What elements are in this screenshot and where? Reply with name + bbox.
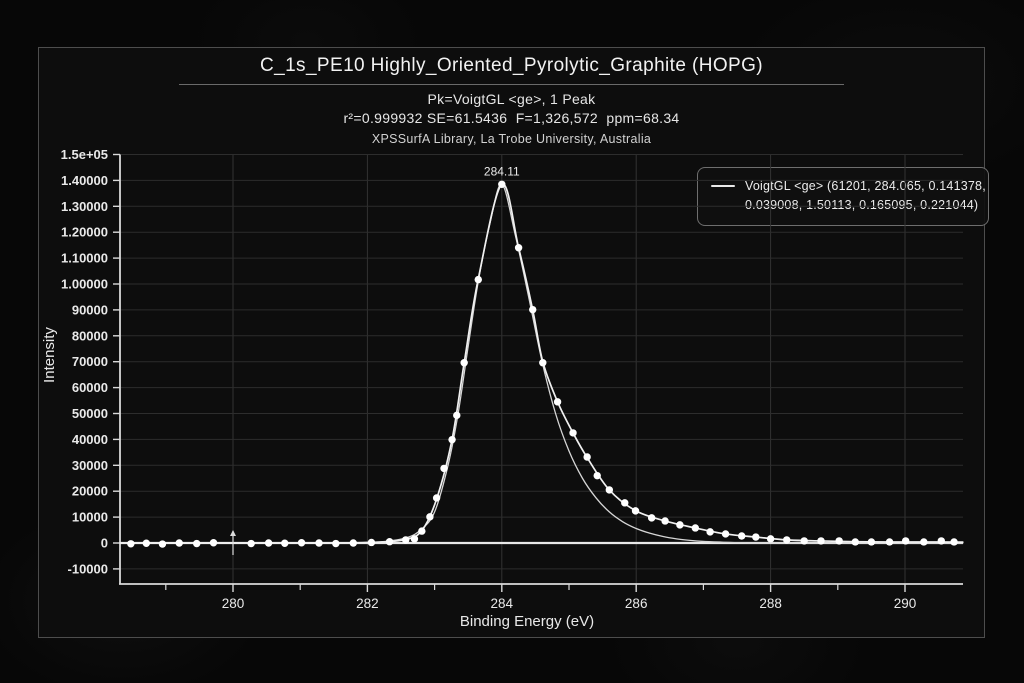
y-tick-label: 1.30000 <box>61 199 108 214</box>
data-point <box>264 539 273 547</box>
data-point <box>175 539 183 547</box>
y-tick-label: 0 <box>101 536 108 551</box>
data-point <box>367 538 376 547</box>
data-point <box>583 453 591 461</box>
data-point <box>661 517 669 525</box>
data-point <box>426 513 434 521</box>
data-point <box>901 537 910 545</box>
title-divider <box>179 84 844 85</box>
y-axis-title: Intensity <box>41 327 58 383</box>
data-point <box>885 538 894 546</box>
data-point <box>460 359 468 367</box>
y-tick-label: 30000 <box>72 458 108 473</box>
data-point <box>783 536 791 544</box>
y-tick-label: 80000 <box>72 328 108 343</box>
data-point <box>453 411 461 420</box>
data-point <box>817 537 825 545</box>
y-tick-label: -10000 <box>68 561 108 576</box>
x-tick-label: 290 <box>894 596 917 611</box>
library-credit-text: XPSSurfA Library, La Trobe University, A… <box>371 132 652 146</box>
data-point <box>752 533 760 541</box>
legend-label: VoigtGL <ge> (61201, 284.065, 0.141378, … <box>745 177 986 216</box>
data-point <box>209 539 218 547</box>
data-point <box>553 398 562 406</box>
data-point <box>867 538 876 546</box>
data-point <box>402 536 410 544</box>
y-tick-label: 50000 <box>72 406 108 421</box>
data-point <box>950 538 958 546</box>
data-point <box>539 359 547 367</box>
data-point <box>297 539 306 547</box>
data-point <box>766 535 775 543</box>
y-tick-label: 70000 <box>72 354 108 369</box>
peak-annotation: 284.11 <box>484 164 520 178</box>
y-tick-label: 10000 <box>72 510 108 525</box>
data-point <box>247 539 255 548</box>
y-tick-label: 1.40000 <box>61 173 108 188</box>
data-point <box>800 537 808 545</box>
data-point <box>569 429 577 437</box>
x-tick-label: 282 <box>356 596 379 611</box>
x-tick-label: 288 <box>759 596 782 611</box>
x-axis-title: Binding Energy (eV) <box>460 613 594 630</box>
data-point <box>410 535 419 543</box>
fit-stats-text: r²=0.999932 SE=61.5436 F=1,326,572 ppm=6… <box>343 110 680 126</box>
data-point <box>738 532 746 540</box>
data-point <box>593 471 601 480</box>
data-point <box>385 538 394 546</box>
data-point <box>691 524 700 532</box>
x-tick-label: 286 <box>625 596 648 611</box>
data-point <box>332 539 340 548</box>
y-tick-label: 20000 <box>72 484 108 499</box>
fit-model-text: Pk=VoigtGL <ge>, 1 Peak <box>427 91 596 107</box>
data-point <box>514 244 523 252</box>
page-title: C_1s_PE10 Highly_Oriented_Pyrolytic_Grap… <box>260 55 763 76</box>
legend-label-line2: 0.039008, 1.50113, 0.165095, 0.221044) <box>745 198 979 213</box>
data-point <box>432 494 441 502</box>
data-point <box>706 528 714 536</box>
y-tick-label: 60000 <box>72 380 108 395</box>
data-point <box>158 540 167 548</box>
data-point <box>529 305 537 314</box>
data-point <box>448 435 456 444</box>
data-point <box>937 537 945 545</box>
legend-label-line1: VoigtGL <ge> (61201, 284.065, 0.141378, <box>745 179 986 193</box>
data-point <box>721 530 730 538</box>
y-tick-label: 1.00000 <box>61 277 108 292</box>
data-point <box>418 527 426 535</box>
y-tick-label: 1.5e+05 <box>61 147 108 162</box>
data-point <box>851 538 859 546</box>
data-point <box>920 538 928 546</box>
data-point <box>835 537 843 545</box>
data-point <box>647 514 656 522</box>
data-point <box>142 539 151 547</box>
data-point <box>193 539 201 548</box>
data-point <box>474 275 482 284</box>
plot-panel <box>38 47 985 638</box>
y-tick-label: 40000 <box>72 432 108 447</box>
data-point <box>498 180 506 188</box>
data-point <box>349 539 357 547</box>
data-point <box>631 507 640 515</box>
data-point <box>281 539 289 547</box>
data-point <box>315 539 323 547</box>
x-tick-label: 284 <box>491 596 514 611</box>
data-point <box>676 521 684 529</box>
y-tick-label: 1.20000 <box>61 225 108 240</box>
data-point <box>621 499 629 507</box>
y-tick-label: 1.10000 <box>61 251 108 266</box>
data-point <box>440 464 448 473</box>
x-tick-label: 280 <box>222 596 245 611</box>
data-point <box>127 540 135 548</box>
legend-line-sample-icon <box>711 185 735 187</box>
data-point <box>605 486 614 494</box>
plot-header: C_1s_PE10 Highly_Oriented_Pyrolytic_Grap… <box>38 55 985 146</box>
baseline-marker-arrowhead <box>230 530 236 536</box>
y-tick-label: 90000 <box>72 302 108 317</box>
legend-box: VoigtGL <ge> (61201, 284.065, 0.141378, … <box>697 167 989 226</box>
